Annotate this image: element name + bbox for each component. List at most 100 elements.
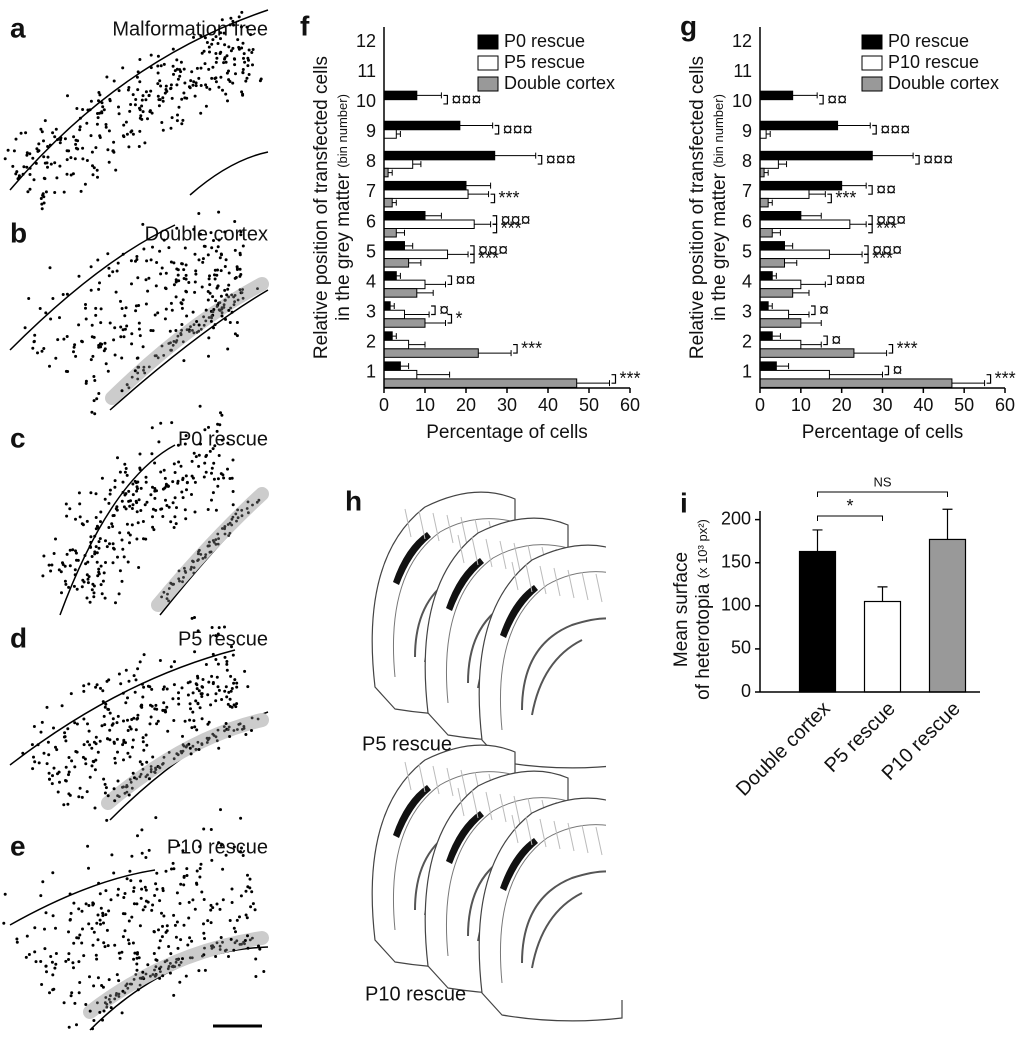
cell-dot: [199, 232, 202, 236]
cell-dot: [149, 765, 153, 768]
cell-dot: [137, 145, 141, 148]
cell-dot: [54, 356, 58, 360]
cell-dot: [196, 740, 200, 744]
cell-dot: [112, 546, 115, 550]
cell-dot: [126, 986, 130, 990]
x-tick-label: 40: [913, 395, 933, 415]
cell-dot: [141, 976, 145, 979]
heterotopia-band: [101, 713, 269, 810]
cell-dot: [98, 918, 102, 922]
cell-dot: [207, 277, 211, 281]
cell-dot: [140, 762, 144, 766]
cell-dot: [154, 958, 158, 962]
y-axis-label-line: in the grey matter: [709, 172, 730, 321]
cell-dot: [164, 84, 168, 88]
cell-dot: [104, 786, 108, 790]
cell-dot: [223, 625, 226, 629]
error-bar: [425, 320, 446, 326]
cell-dot: [207, 354, 210, 358]
cell-dot: [154, 816, 158, 820]
significance-bracket: [447, 275, 453, 286]
cell-dot: [235, 268, 239, 271]
cell-dot: [42, 195, 46, 199]
cell-dot: [97, 287, 101, 291]
cell-dot: [15, 940, 19, 944]
cell-dot: [216, 245, 220, 249]
cell-dot: [55, 176, 59, 180]
error-bar: [390, 303, 395, 309]
cell-dot: [17, 176, 21, 180]
cell-dot: [81, 523, 85, 527]
cell-dot: [153, 313, 157, 317]
cell-dot: [62, 803, 66, 807]
cell-dot: [164, 271, 168, 275]
cell-dot: [165, 597, 169, 600]
cell-dot: [25, 934, 29, 938]
legend-label: P0 rescue: [504, 31, 585, 51]
y-tick-label: 9: [742, 121, 752, 141]
cell-dot: [44, 911, 48, 915]
cell-dot: [203, 968, 207, 972]
cell-dot: [186, 943, 190, 947]
cell-dot: [122, 505, 126, 509]
cell-dot: [135, 902, 139, 906]
cell-dot: [92, 399, 96, 403]
cell-dot: [148, 109, 152, 113]
cell-dot: [56, 338, 60, 342]
cell-dot: [230, 645, 233, 649]
cell-dot: [154, 965, 158, 969]
legend-label: P0 rescue: [888, 31, 969, 51]
significance-label: ***: [478, 248, 499, 268]
slice-layer-line: [595, 826, 603, 856]
cell-dot: [135, 537, 139, 541]
cell-dot: [238, 915, 241, 919]
y-axis-label: in the grey matter (bin number): [333, 94, 354, 321]
cell-dot: [218, 256, 222, 260]
cell-dot: [190, 493, 193, 496]
cell-dot: [144, 302, 148, 306]
cell-dot: [51, 871, 55, 875]
cell-dot: [108, 711, 112, 715]
cell-dot: [125, 982, 129, 986]
cell-dot: [211, 539, 215, 542]
cell-dot: [124, 467, 128, 470]
bar: [383, 318, 426, 328]
cell-dot: [211, 491, 215, 495]
cell-dot: [197, 689, 201, 693]
cell-dot: [32, 340, 36, 344]
error-bar: [468, 191, 490, 198]
legend-swatch: [477, 55, 499, 71]
heterotopia-band: [151, 487, 269, 612]
cell-dot: [95, 683, 99, 687]
cell-dot: [256, 287, 259, 290]
cell-dot: [64, 765, 68, 769]
cell-dot: [207, 737, 211, 740]
cell-dot: [73, 573, 77, 577]
cell-dot: [164, 484, 168, 488]
cell-dot: [189, 707, 192, 711]
cell-dot: [88, 743, 92, 747]
cell-dot: [63, 731, 67, 735]
slice-heterotopia: [446, 558, 484, 611]
cell-dot: [214, 538, 218, 541]
cell-dot: [221, 898, 225, 902]
cell-dot: [48, 991, 51, 995]
bar: [863, 600, 902, 693]
cell-dot: [35, 147, 39, 151]
cell-dot: [115, 973, 119, 977]
cell-dot: [150, 111, 154, 115]
cell-dot: [93, 534, 97, 538]
cell-dot: [232, 729, 236, 732]
cell-dot: [95, 560, 99, 564]
cell-dot: [128, 541, 131, 545]
cell-dot: [207, 680, 211, 684]
cell-dot: [179, 464, 183, 468]
cell-dot: [191, 744, 195, 748]
cell-dot: [121, 134, 125, 138]
cell-dot: [108, 321, 112, 325]
cell-dot: [111, 717, 115, 721]
comparison-bracket: [817, 491, 948, 497]
cell-dot: [82, 954, 86, 958]
cell-dot: [228, 735, 232, 738]
cell-dot: [138, 775, 142, 779]
